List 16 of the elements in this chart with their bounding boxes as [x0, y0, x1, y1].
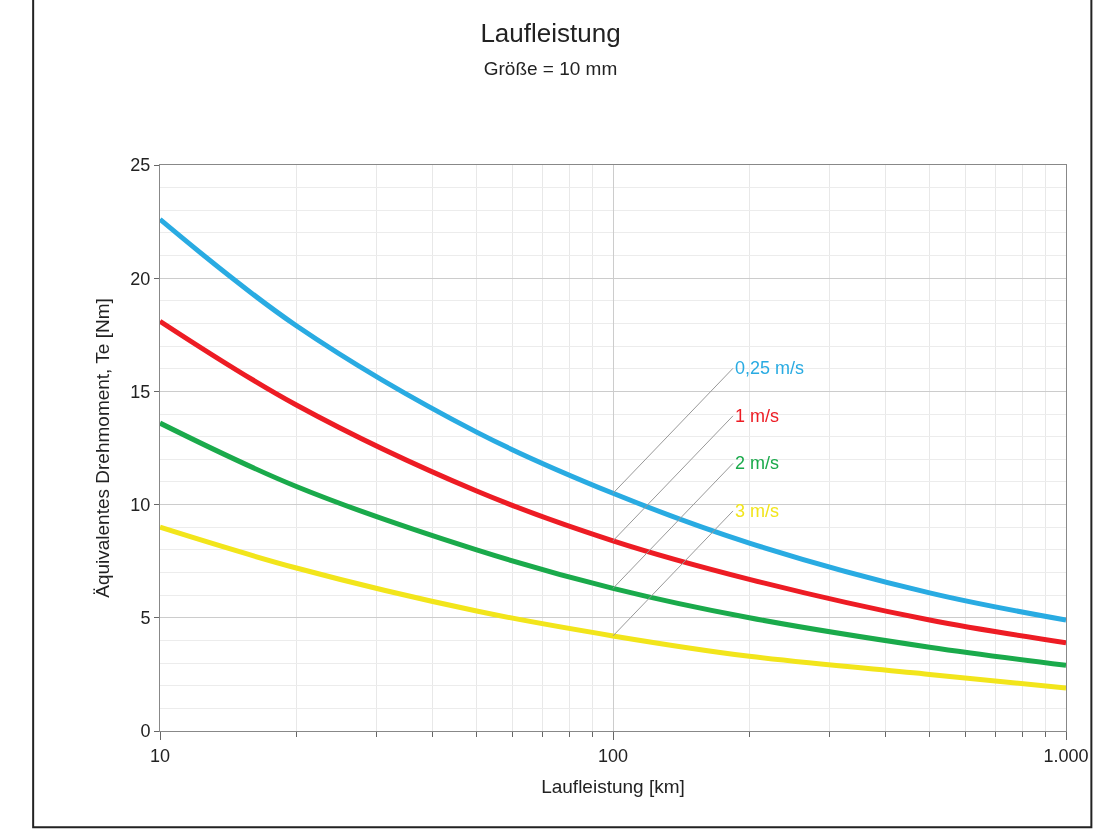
y-tick-label: 15	[130, 381, 151, 402]
x-axis-title: Laufleistung [km]	[541, 776, 685, 798]
y-tick-label: 5	[140, 608, 151, 629]
x-tick-label: 1.000	[1043, 745, 1089, 766]
text: 3 m/s	[735, 501, 780, 521]
chart-subtitle: Größe = 10 mm	[483, 58, 618, 80]
chart-title: Laufleistung	[480, 17, 621, 48]
y-tick-label: 0	[140, 721, 151, 742]
x-tick-label: 100	[597, 745, 629, 766]
text: 0,25 m/s	[735, 358, 805, 378]
y-axis-title: Äquivalentes Drehmoment, Te [Nm]	[92, 298, 114, 598]
text: 1 m/s	[735, 406, 780, 426]
y-tick-label: 20	[130, 268, 151, 289]
text: 2 m/s	[735, 453, 780, 473]
y-tick-label: 25	[130, 155, 151, 176]
y-tick-label: 10	[130, 494, 151, 515]
